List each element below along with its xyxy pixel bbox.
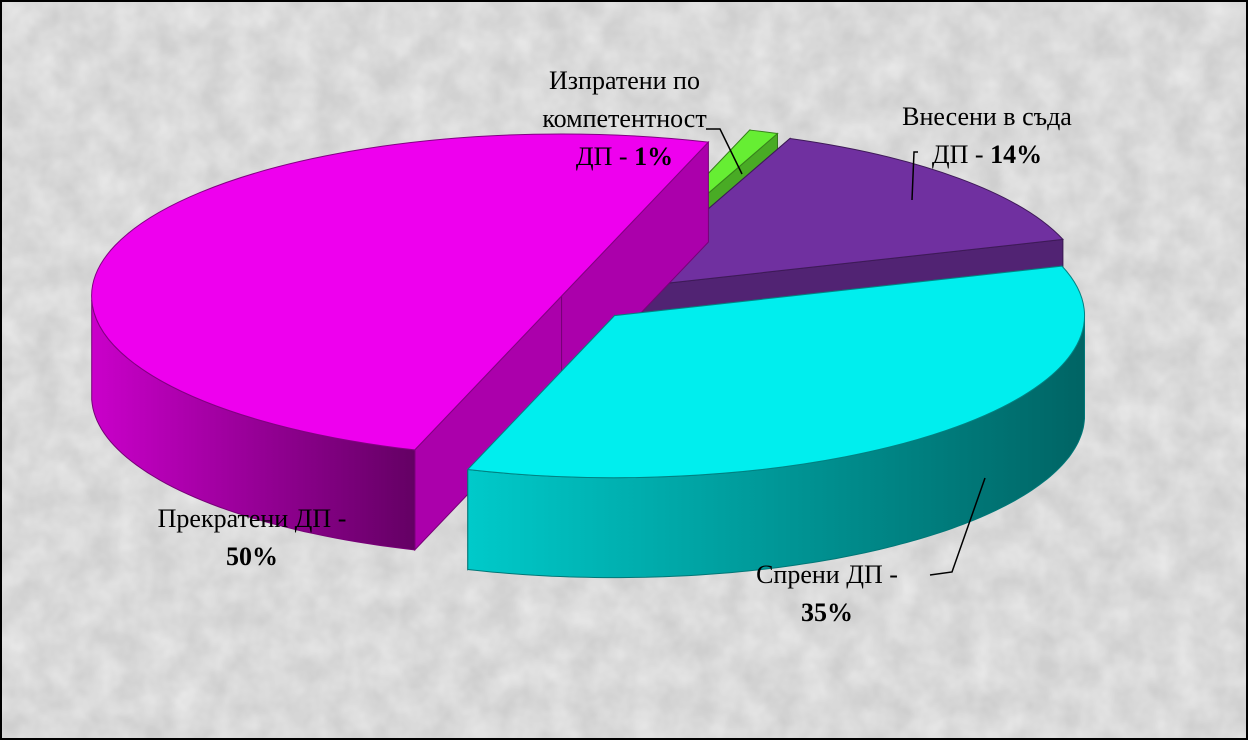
slice	[466, 265, 1086, 579]
slice-top	[466, 265, 1086, 479]
slice-category: Спрени ДП -	[756, 560, 898, 589]
slice-value: 1%	[634, 142, 674, 171]
slice-top	[91, 133, 710, 451]
slice-label: Спрени ДП - 35%	[747, 556, 907, 632]
slice-category: Внесени в съда ДП -	[902, 102, 1072, 169]
slice-category: Прекратени ДП -	[157, 504, 347, 533]
slice-label: Внесени в съда ДП - 14%	[882, 98, 1092, 174]
pie	[91, 128, 1086, 579]
slice-top	[613, 137, 1064, 290]
slice-value: 14%	[990, 140, 1043, 169]
slice-value: 35%	[801, 598, 853, 627]
slice-value: 50%	[226, 542, 278, 571]
slice-category: Изпратени по компетентност ДП -	[542, 66, 707, 171]
leader-lines	[706, 128, 986, 576]
leader-line	[706, 128, 743, 175]
leader-line	[911, 151, 918, 201]
leader-line	[929, 477, 986, 576]
slice-label: Прекратени ДП - 50%	[142, 500, 362, 576]
slice-label: Изпратени по компетентност ДП - 1%	[532, 62, 717, 176]
